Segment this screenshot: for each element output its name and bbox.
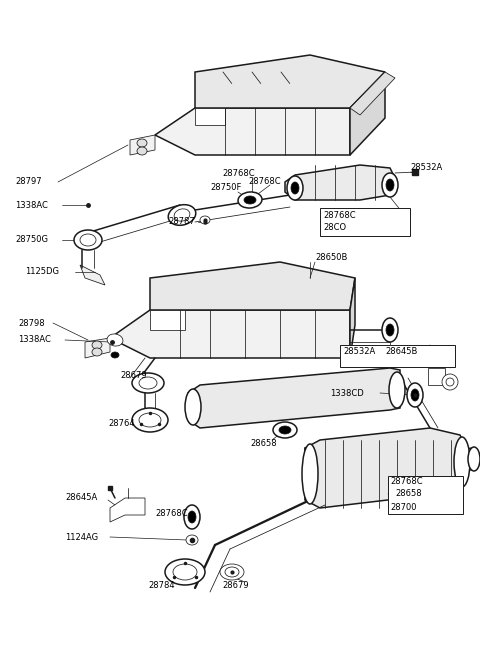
Text: 1124AG: 1124AG xyxy=(65,533,98,541)
Ellipse shape xyxy=(302,444,318,504)
Ellipse shape xyxy=(220,564,244,580)
Ellipse shape xyxy=(137,147,147,155)
Polygon shape xyxy=(195,55,385,108)
Ellipse shape xyxy=(200,216,210,224)
Ellipse shape xyxy=(173,564,197,580)
Ellipse shape xyxy=(132,373,164,393)
Ellipse shape xyxy=(107,334,123,346)
Text: 28797: 28797 xyxy=(15,177,42,187)
Text: 28750F: 28750F xyxy=(210,183,241,193)
Text: 28798: 28798 xyxy=(18,319,45,327)
Text: 1338CD: 1338CD xyxy=(330,388,364,397)
Ellipse shape xyxy=(174,209,190,221)
Polygon shape xyxy=(150,262,355,310)
Ellipse shape xyxy=(238,192,262,208)
Text: 28645B: 28645B xyxy=(385,348,418,357)
Polygon shape xyxy=(350,278,355,358)
Ellipse shape xyxy=(407,383,423,407)
Ellipse shape xyxy=(137,139,147,147)
Ellipse shape xyxy=(454,437,470,487)
Text: 28658: 28658 xyxy=(250,438,276,447)
Ellipse shape xyxy=(382,318,398,342)
Ellipse shape xyxy=(165,559,205,585)
Ellipse shape xyxy=(386,179,394,191)
Ellipse shape xyxy=(186,535,198,545)
Ellipse shape xyxy=(132,408,168,432)
Ellipse shape xyxy=(273,422,297,438)
Ellipse shape xyxy=(139,377,157,389)
Ellipse shape xyxy=(287,176,303,200)
Ellipse shape xyxy=(139,413,161,427)
Polygon shape xyxy=(110,498,145,522)
Text: 28764: 28764 xyxy=(108,419,134,428)
Text: 1125DG: 1125DG xyxy=(25,267,59,277)
Text: 28645A: 28645A xyxy=(65,493,97,503)
Ellipse shape xyxy=(446,378,454,386)
Polygon shape xyxy=(155,108,350,155)
Polygon shape xyxy=(110,310,350,358)
Polygon shape xyxy=(285,165,395,200)
Text: 28784: 28784 xyxy=(148,581,175,589)
Polygon shape xyxy=(188,368,400,428)
Text: 28768C: 28768C xyxy=(222,168,254,177)
Text: 28679: 28679 xyxy=(222,581,249,589)
Ellipse shape xyxy=(74,230,102,250)
Text: 28CO: 28CO xyxy=(323,223,346,233)
Ellipse shape xyxy=(188,511,196,523)
Text: 28787: 28787 xyxy=(168,217,195,227)
Ellipse shape xyxy=(80,234,96,246)
Polygon shape xyxy=(350,72,395,115)
Text: 28700: 28700 xyxy=(390,503,417,512)
Text: 28532A: 28532A xyxy=(410,164,442,173)
Ellipse shape xyxy=(168,205,196,225)
Polygon shape xyxy=(350,72,385,155)
Text: 28679: 28679 xyxy=(120,371,146,380)
Bar xyxy=(320,208,410,236)
Polygon shape xyxy=(80,265,105,285)
Ellipse shape xyxy=(389,372,405,408)
Text: 28750G: 28750G xyxy=(15,235,48,244)
Text: 28768C: 28768C xyxy=(390,478,422,486)
Polygon shape xyxy=(130,135,155,155)
Text: 28650B: 28650B xyxy=(315,254,348,263)
Text: 1338AC: 1338AC xyxy=(18,336,51,344)
Polygon shape xyxy=(195,108,225,125)
Ellipse shape xyxy=(225,567,239,577)
Ellipse shape xyxy=(92,348,102,356)
Text: 28768C: 28768C xyxy=(155,509,188,518)
Text: 28532A: 28532A xyxy=(343,348,375,357)
Polygon shape xyxy=(305,428,465,508)
Ellipse shape xyxy=(291,182,299,194)
Ellipse shape xyxy=(92,341,102,349)
Ellipse shape xyxy=(386,324,394,336)
Text: 28658: 28658 xyxy=(395,489,421,499)
Bar xyxy=(340,345,455,367)
Ellipse shape xyxy=(185,389,201,425)
Ellipse shape xyxy=(279,426,291,434)
Ellipse shape xyxy=(411,389,419,401)
Ellipse shape xyxy=(442,374,458,390)
Ellipse shape xyxy=(184,505,200,529)
Polygon shape xyxy=(150,310,185,330)
Text: 1338AC: 1338AC xyxy=(15,200,48,210)
Polygon shape xyxy=(85,338,110,358)
Ellipse shape xyxy=(382,173,398,197)
Polygon shape xyxy=(428,368,445,385)
Ellipse shape xyxy=(244,196,256,204)
Ellipse shape xyxy=(111,352,119,358)
Text: 28768C: 28768C xyxy=(248,177,281,187)
Bar xyxy=(388,476,463,514)
Text: 28768C: 28768C xyxy=(323,212,356,221)
Ellipse shape xyxy=(468,447,480,471)
